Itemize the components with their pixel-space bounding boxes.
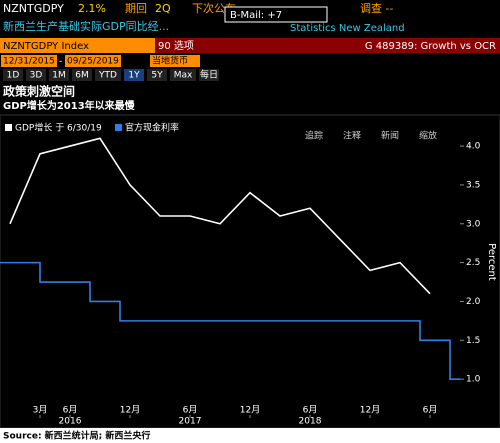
chart-tool[interactable]: 新闻 <box>381 130 399 142</box>
range-button[interactable] <box>170 69 196 81</box>
range-button[interactable] <box>199 69 219 81</box>
end-date[interactable]: 09/25/2019 <box>67 57 119 67</box>
chart-tool[interactable]: 追踪 <box>305 130 323 142</box>
range-button[interactable] <box>147 69 167 81</box>
end-field[interactable] <box>65 55 121 67</box>
series-line <box>0 261 460 380</box>
range-label[interactable]: 每日 <box>200 69 218 81</box>
currency[interactable]: 当地货币 <box>152 55 188 67</box>
footer-bar <box>0 428 500 443</box>
index: NZNTGDPY Index <box>3 41 89 52</box>
x-tick-label: 6月 <box>63 405 78 416</box>
x-tick-label: 6月 <box>303 405 318 416</box>
bmail-box[interactable] <box>224 6 328 23</box>
description: 新西兰生产基础实际GDP同比经... <box>3 19 169 33</box>
legend-label: 官方现金利率 <box>125 122 179 134</box>
graph-name: G 489389: Growth vs OCR <box>365 41 496 52</box>
range-button[interactable] <box>95 69 121 81</box>
start-field[interactable] <box>1 55 57 67</box>
y-axis-label: Percent <box>486 243 497 281</box>
range-button[interactable] <box>49 69 69 81</box>
last-value: 2.1% <box>78 2 106 15</box>
range-button[interactable] <box>3 69 23 81</box>
range-label[interactable]: 6M <box>75 71 89 81</box>
x-tick-label: 6月 <box>423 405 438 416</box>
period-label: 期回 <box>125 2 147 15</box>
start-date[interactable]: 12/31/2015 <box>3 57 55 67</box>
date-sep: - <box>59 57 62 67</box>
survey: 调查 -- <box>360 1 393 15</box>
y-tick-label: 1.5 <box>466 336 480 346</box>
x-tick-label: 12月 <box>120 405 140 416</box>
year-label: 2017 <box>179 417 202 427</box>
chart-tool[interactable]: 注释 <box>343 130 361 142</box>
range-label[interactable]: 5Y <box>151 71 163 81</box>
options[interactable]: 90 选项 <box>158 39 194 52</box>
source-name: Statistics New Zealand <box>290 23 405 34</box>
x-tick-label: 6月 <box>183 405 198 416</box>
currency-field[interactable] <box>150 55 200 67</box>
x-tick-label: 3月 <box>33 405 48 416</box>
y-tick-label: 4.0 <box>466 142 481 152</box>
chart-subtitle: GDP增长为2013年以来最慢 <box>3 99 136 112</box>
range-button[interactable] <box>124 69 144 81</box>
range-label[interactable]: 3D <box>30 71 43 81</box>
y-tick-label: 3.5 <box>466 180 480 190</box>
year-label: 2018 <box>299 417 322 427</box>
x-tick-label: 12月 <box>360 405 380 416</box>
range-button[interactable] <box>72 69 92 81</box>
range-label[interactable]: 1D <box>7 71 20 81</box>
index-bar <box>0 38 155 53</box>
chart-tool[interactable]: 缩放 <box>419 130 437 142</box>
year-label: 2016 <box>59 417 82 427</box>
y-tick-label: 3.0 <box>466 219 481 229</box>
legend-swatch <box>115 124 122 131</box>
legend-label: GDP增长 于 6/30/19 <box>15 122 102 134</box>
x-tick-label: 12月 <box>240 405 260 416</box>
bmail[interactable]: B-Mail: +7 <box>230 10 282 21</box>
legend-swatch <box>5 124 12 131</box>
y-tick-label: 2.0 <box>466 297 481 307</box>
options-bar <box>155 38 500 53</box>
range-label[interactable]: YTD <box>98 71 117 81</box>
ticker: NZNTGDPY <box>3 2 64 15</box>
plot-area <box>0 114 500 429</box>
chart-title: 政策刺激空间 <box>3 84 75 99</box>
range-label[interactable]: 1M <box>52 71 66 81</box>
footer: Source: 新西兰统计局; 新西兰央行 <box>3 430 150 442</box>
range-button[interactable] <box>26 69 46 81</box>
range-label[interactable]: Max <box>174 71 193 81</box>
y-tick-label: 1.0 <box>466 375 481 385</box>
period: 2Q <box>155 2 171 15</box>
y-tick-label: 2.5 <box>466 258 480 268</box>
series-line <box>9 137 431 295</box>
range-label[interactable]: 1Y <box>128 71 140 81</box>
